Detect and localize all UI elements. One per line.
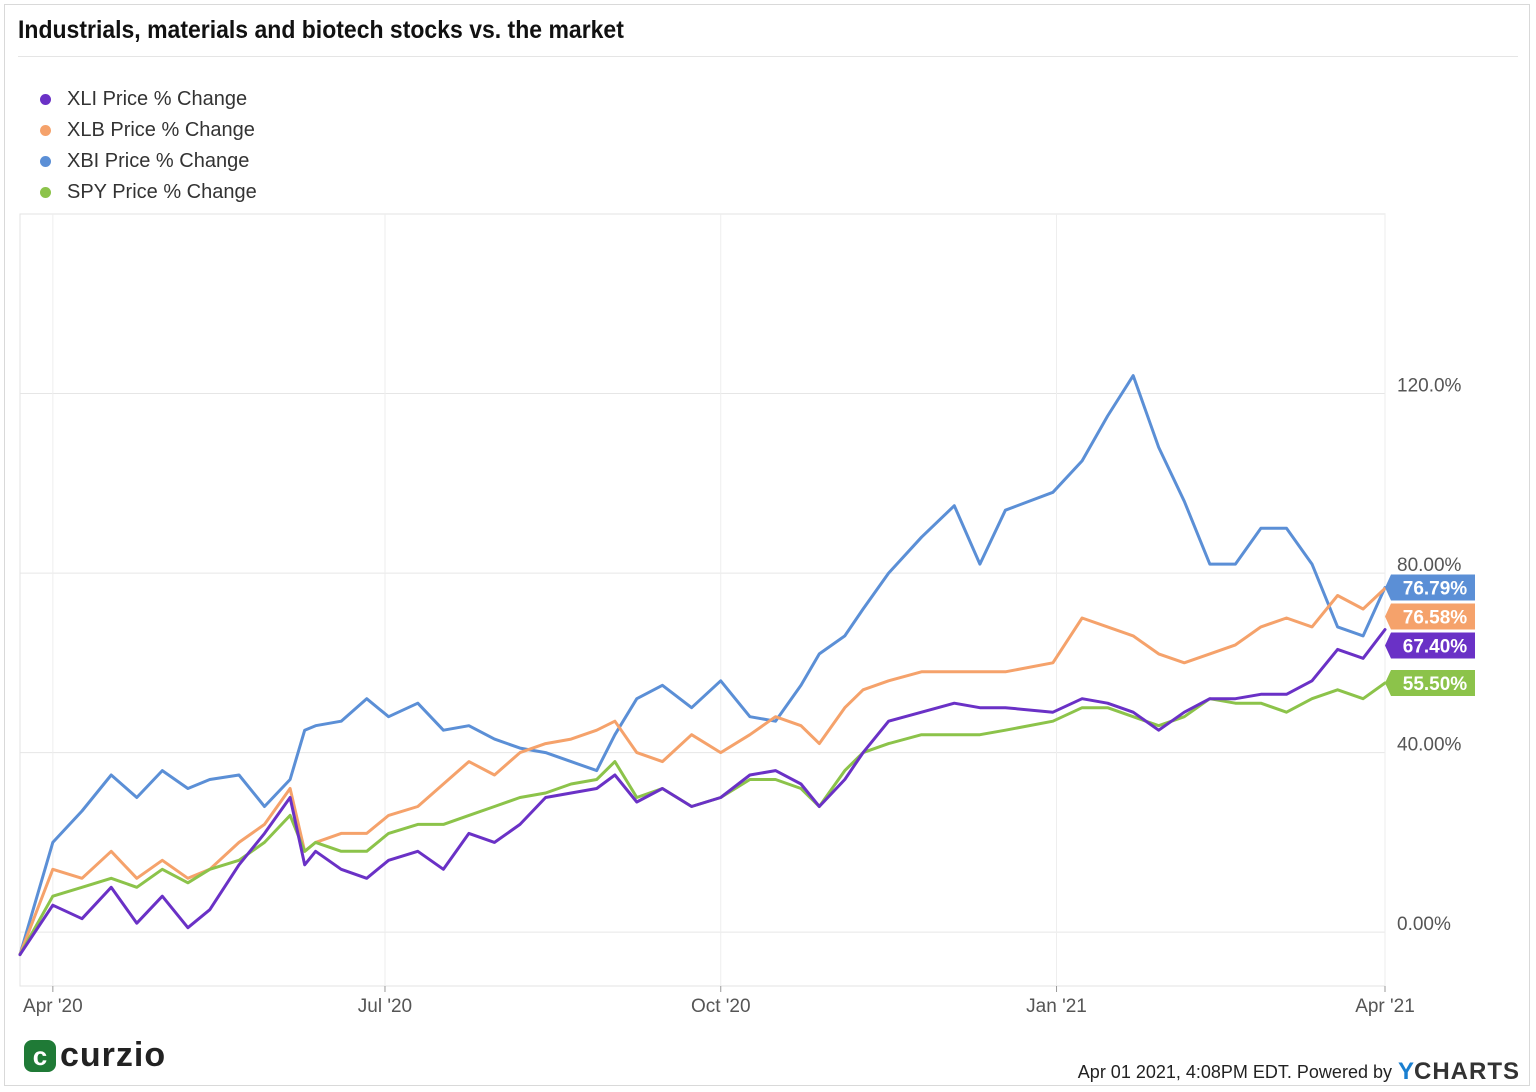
y-tick-label: 80.00%	[1397, 555, 1462, 576]
footer-attribution: Apr 01 2021, 4:08PM EDT. Powered by Y CHA…	[1078, 1058, 1520, 1086]
legend-marker-xli	[40, 94, 51, 105]
legend-label-xli: XLI Price % Change	[67, 88, 248, 110]
end-label-flag-xlb	[1385, 603, 1475, 630]
ycharts-logo-text: CHARTS	[1414, 1058, 1520, 1085]
y-tick-label: 0.00%	[1397, 914, 1451, 935]
legend-item-spy[interactable]: SPY Price % Change	[40, 177, 257, 208]
chart-title: Industrials, materials and biotech stock…	[18, 16, 624, 44]
series-line-xlb	[18, 586, 1387, 957]
series-line-xli	[18, 628, 1387, 957]
legend-marker-xlb	[40, 125, 51, 136]
x-tick-label: Apr '21	[1355, 996, 1415, 1017]
series-line-xbi	[18, 374, 1387, 957]
curzio-logo-text: curzio	[60, 1036, 167, 1074]
y-tick-label: 40.00%	[1397, 735, 1462, 756]
end-label-spy: 55.50%	[1403, 674, 1468, 695]
y-tick-label: 120.0%	[1397, 376, 1462, 397]
end-label-flag-spy	[1385, 670, 1475, 697]
legend-item-xbi[interactable]: XBI Price % Change	[40, 146, 257, 177]
legend-item-xli[interactable]: XLI Price % Change	[40, 84, 257, 115]
end-label-xlb: 76.58%	[1403, 607, 1468, 628]
plot-area	[19, 213, 1386, 987]
legend-label-xbi: XBI Price % Change	[67, 150, 250, 172]
chart-frame	[4, 4, 1530, 1086]
legend-label-xlb: XLB Price % Change	[67, 119, 255, 141]
x-tick-label: Oct '20	[691, 996, 751, 1017]
x-tick-label: Jul '20	[358, 996, 412, 1017]
legend-marker-xbi	[40, 156, 51, 167]
legend-item-xlb[interactable]: XLB Price % Change	[40, 115, 257, 146]
end-label-xli: 67.40%	[1403, 636, 1468, 657]
legend-marker-spy	[40, 187, 51, 198]
curzio-logo-mark: c	[24, 1039, 56, 1072]
end-label-flag-xbi	[1385, 574, 1475, 601]
legend-label-spy: SPY Price % Change	[67, 181, 257, 203]
x-tick-label: Jan '21	[1026, 996, 1087, 1017]
end-label-xbi: 76.79%	[1403, 578, 1468, 599]
timestamp-text: Apr 01 2021, 4:08PM EDT. Powered by	[1077, 1061, 1392, 1082]
legend: XLI Price % Change XLB Price % Change XB…	[40, 84, 257, 208]
curzio-logo: c curzio	[24, 1036, 166, 1075]
x-tick-label: Apr '20	[23, 996, 83, 1017]
end-label-flag-xli	[1385, 632, 1475, 659]
title-divider	[18, 56, 1518, 57]
ycharts-logo-y: Y	[1397, 1058, 1414, 1085]
series-line-spy	[18, 681, 1387, 957]
